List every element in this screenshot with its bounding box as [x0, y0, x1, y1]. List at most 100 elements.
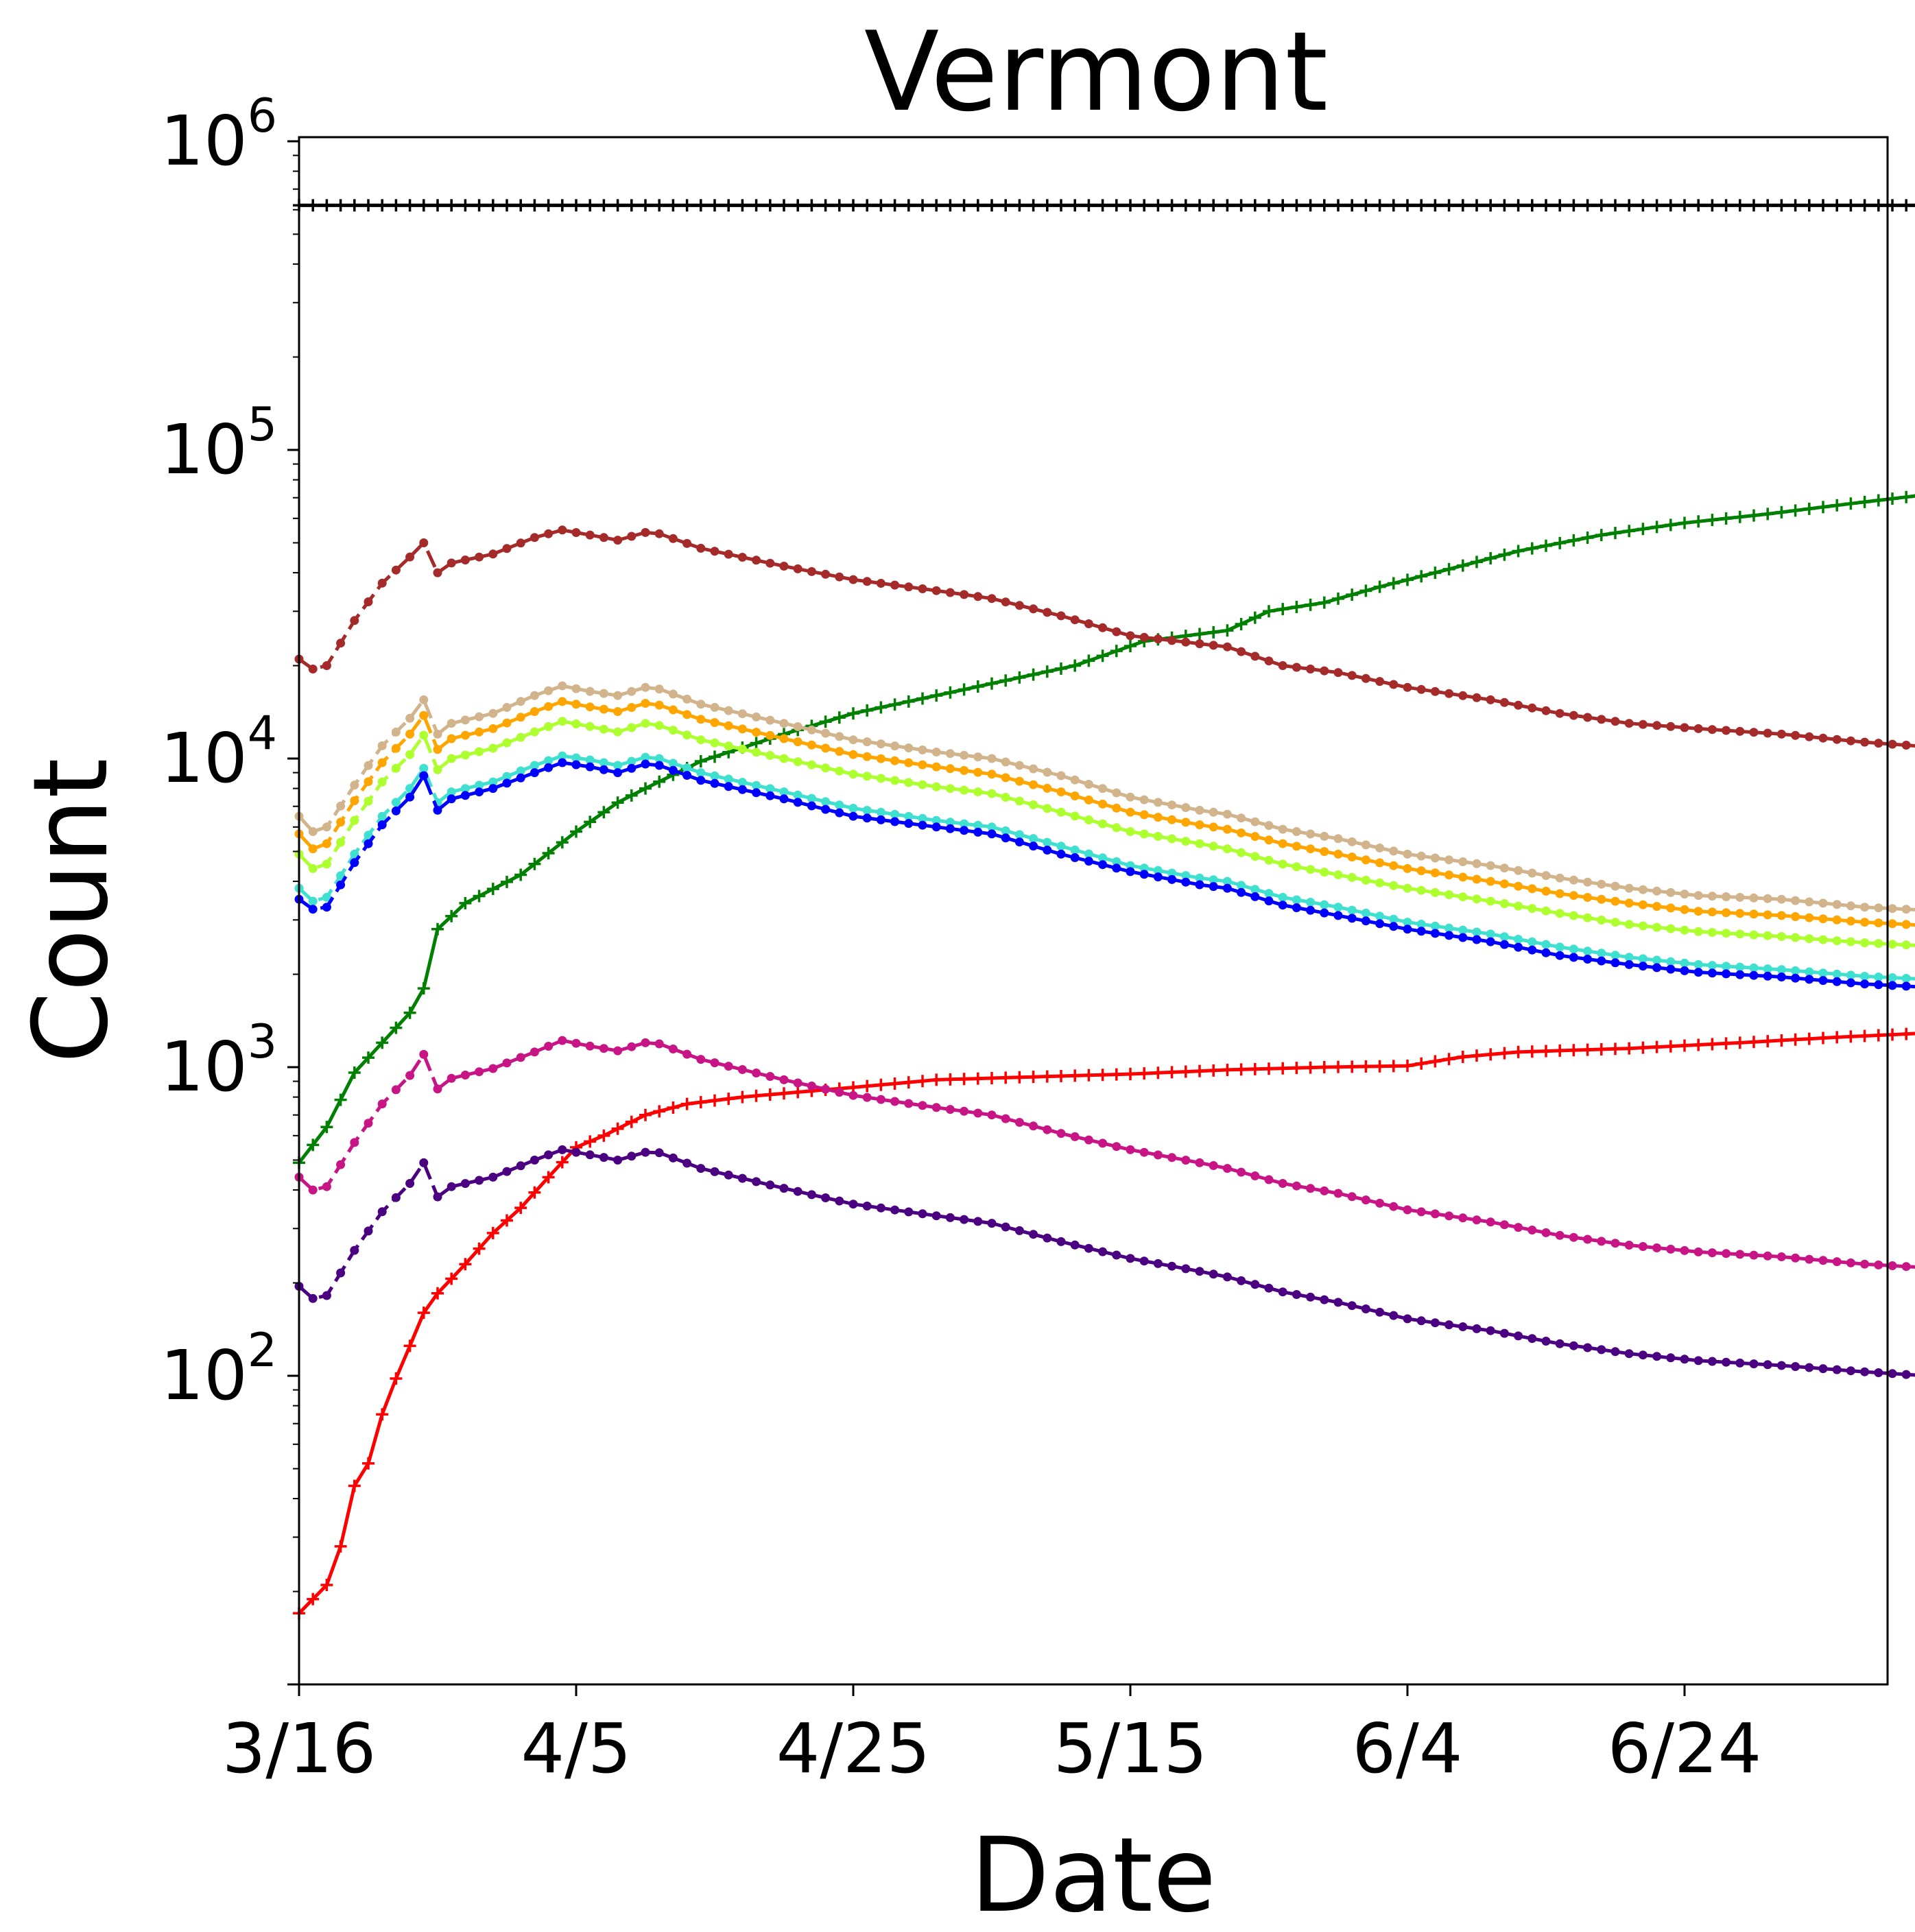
data-point [931, 748, 941, 756]
data-point [308, 1293, 318, 1303]
data-point [1084, 815, 1093, 824]
data-point [641, 527, 650, 537]
data-point [1749, 930, 1759, 940]
data-point [654, 529, 664, 538]
data-point [599, 1153, 608, 1162]
data-point [1652, 1352, 1662, 1361]
data-point [654, 684, 664, 694]
data-point [1361, 908, 1370, 918]
data-point [1666, 964, 1676, 974]
data-point [710, 1058, 719, 1068]
data-point [668, 726, 678, 735]
data-point [320, 1121, 333, 1134]
data-point [918, 746, 927, 754]
data-point [1831, 199, 1844, 212]
data-point [960, 590, 969, 599]
data-point [364, 761, 373, 770]
data-point [862, 813, 872, 823]
data-point [641, 682, 650, 692]
data-point [1165, 199, 1178, 212]
data-point [654, 1039, 664, 1049]
data-point [1609, 527, 1621, 540]
data-point [364, 1226, 373, 1236]
data-point [904, 1207, 914, 1217]
data-point [1112, 857, 1121, 866]
data-point [1387, 199, 1400, 212]
data-point [1416, 920, 1426, 929]
data-point [931, 762, 941, 772]
data-point [807, 801, 816, 811]
data-point [1082, 654, 1095, 667]
data-point [486, 883, 499, 896]
data-point [763, 199, 776, 212]
data-point [1761, 1035, 1774, 1048]
data-point [1776, 973, 1786, 981]
data-point [627, 1042, 637, 1051]
data-point [1583, 946, 1593, 956]
data-point [1763, 964, 1772, 974]
data-point [348, 1066, 361, 1079]
data-point [1304, 1061, 1317, 1074]
data-point [1235, 617, 1248, 630]
data-point [1666, 924, 1676, 933]
data-point [1278, 901, 1287, 910]
data-point [918, 820, 927, 830]
data-point [1167, 874, 1177, 884]
data-point [904, 758, 914, 767]
data-point [1775, 505, 1788, 518]
data-point [1805, 732, 1814, 741]
data-point [1029, 800, 1038, 809]
data-point [1888, 904, 1897, 914]
data-point [1070, 853, 1080, 862]
data-point [654, 754, 664, 763]
data-point [960, 826, 969, 835]
data-point [1056, 771, 1066, 780]
data-point [447, 787, 456, 797]
data-point [1680, 966, 1689, 975]
data-point [1901, 741, 1911, 750]
data-point [1306, 665, 1316, 673]
data-point [488, 743, 498, 753]
data-point [1278, 824, 1287, 834]
series-8 [294, 758, 1915, 991]
data-point [1403, 925, 1412, 934]
data-point [1222, 844, 1232, 854]
data-point [848, 575, 858, 584]
data-point [1527, 904, 1537, 914]
data-point [1624, 719, 1634, 728]
data-point [1347, 872, 1357, 882]
data-point [1082, 199, 1095, 212]
data-point [502, 738, 512, 748]
data-point [391, 565, 401, 575]
data-point [1818, 898, 1828, 908]
data-point [682, 694, 692, 704]
data-point [1070, 775, 1080, 785]
data-point [971, 680, 984, 693]
data-point [1791, 966, 1800, 975]
data-point [1001, 793, 1010, 802]
data-point [960, 785, 969, 795]
data-point [1346, 1060, 1359, 1073]
data-point [1874, 903, 1883, 913]
data-point [1306, 1184, 1316, 1193]
data-point [1029, 834, 1038, 844]
data-point [1029, 604, 1038, 614]
data-point [1597, 916, 1606, 925]
data-point [1693, 927, 1703, 936]
data-point [307, 1138, 320, 1152]
data-point [793, 798, 802, 807]
data-point [848, 770, 858, 779]
data-point [971, 1072, 984, 1085]
data-point [960, 1215, 969, 1224]
data-point [611, 199, 624, 212]
data-point [973, 827, 983, 837]
data-point [1347, 671, 1357, 680]
data-point [1332, 592, 1344, 605]
data-point [973, 592, 983, 601]
data-point [1527, 945, 1537, 955]
data-point [1693, 1247, 1703, 1256]
data-point [890, 809, 900, 819]
data-point [1735, 726, 1745, 736]
data-point [1264, 835, 1274, 845]
data-point [1013, 199, 1026, 212]
